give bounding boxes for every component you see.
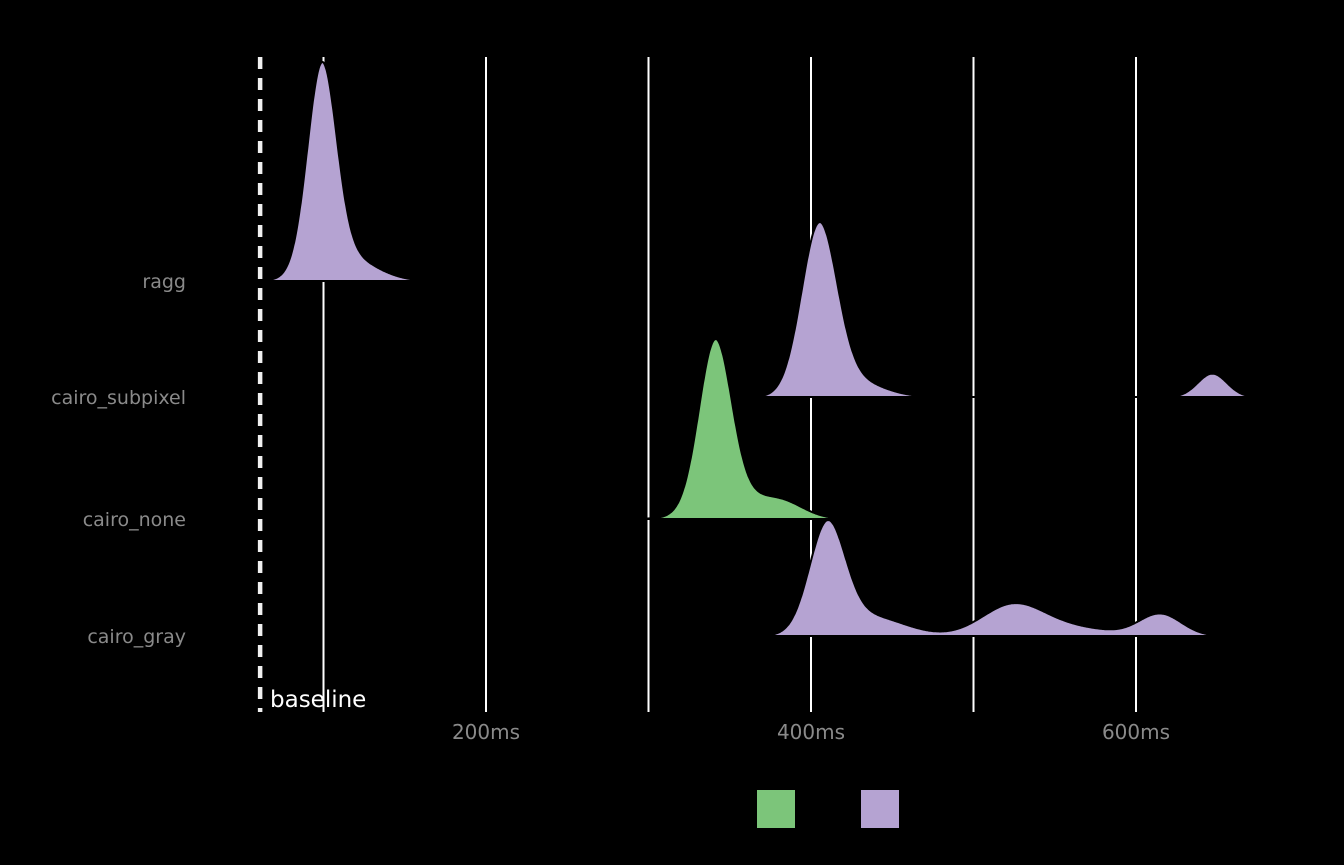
baseline-annotation-label: baseline: [270, 687, 367, 713]
row-label-ragg: ragg: [142, 271, 186, 293]
x-tick-label-600ms: 600ms: [1101, 720, 1171, 744]
row-label-cairo-subpixel: cairo_subpixel: [51, 387, 186, 409]
legend-swatch-1: [861, 790, 899, 828]
row-label-cairo-gray: cairo_gray: [87, 626, 186, 648]
x-tick-label-200ms: 200ms: [451, 720, 521, 744]
legend-swatch-0: [757, 790, 795, 828]
row-label-cairo-none: cairo_none: [82, 509, 186, 531]
x-tick-label-400ms: 400ms: [776, 720, 846, 744]
